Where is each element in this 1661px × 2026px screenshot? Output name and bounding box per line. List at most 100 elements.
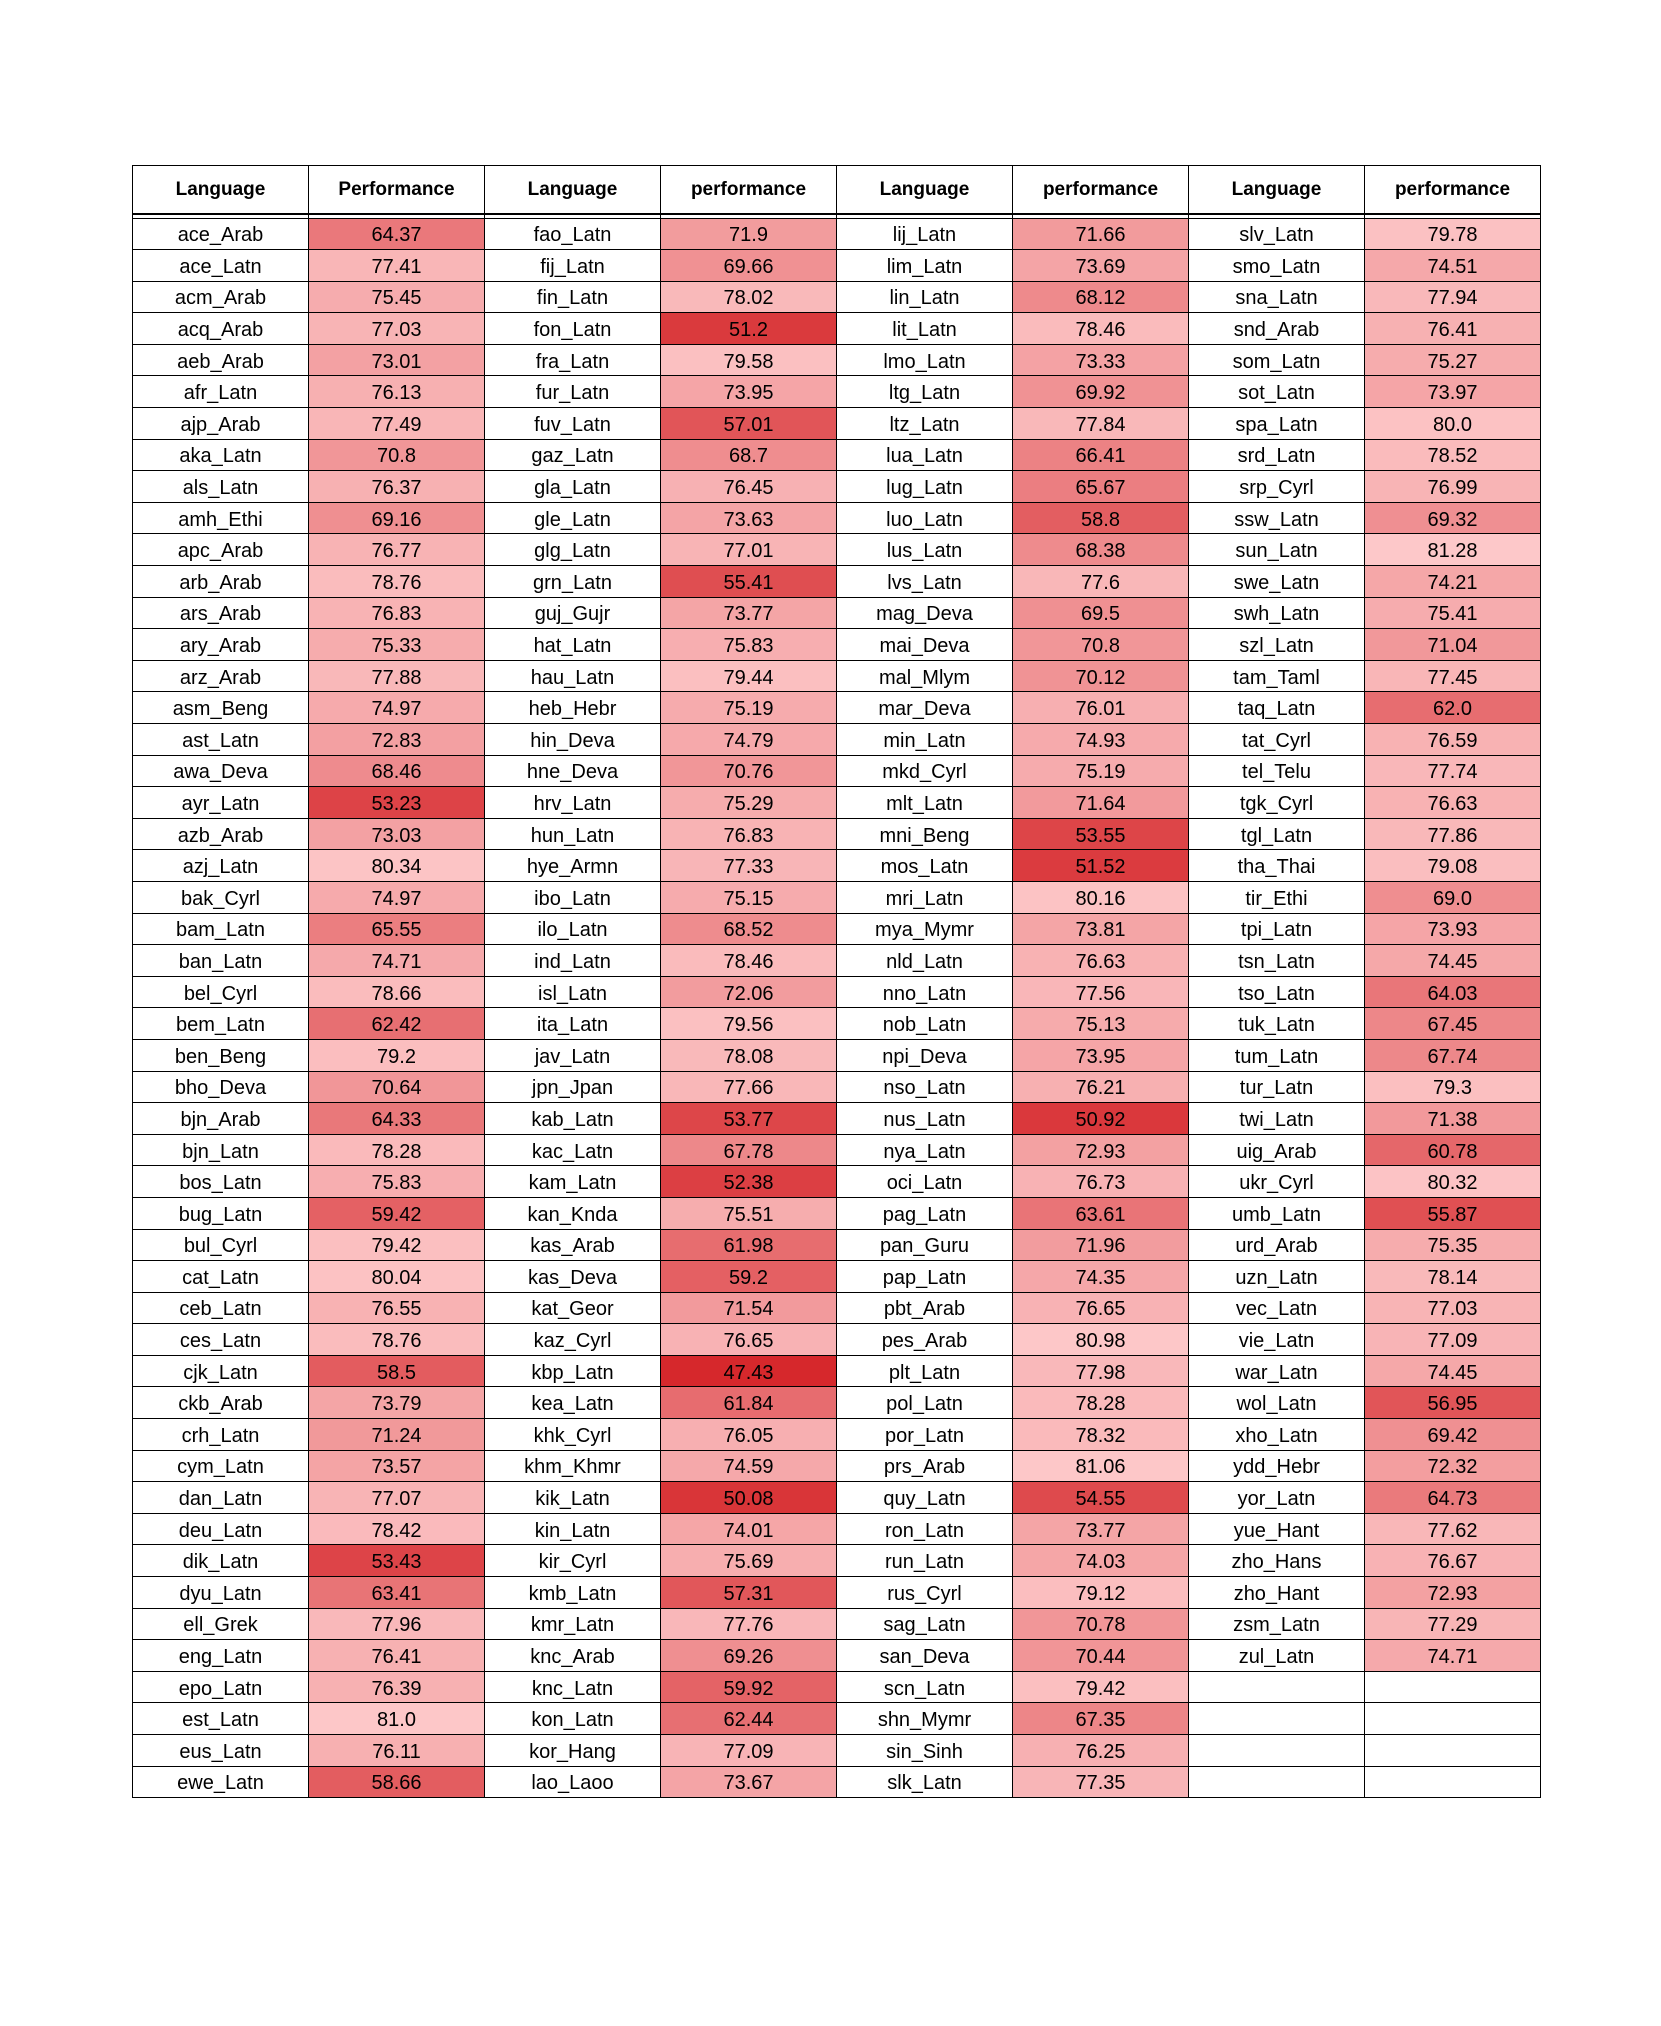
table-row: cat_Latn 80.04 kas_Deva 59.2 pap_Latn 74.35 uz…	[132, 1260, 1541, 1293]
performance-cell: 77.07	[308, 1481, 485, 1514]
table-row: ben_Beng 79.2 jav_Latn 78.08 npi_Deva 73.95 tu…	[132, 1038, 1541, 1072]
performance-cell: 53.77	[660, 1102, 837, 1135]
language-cell: tpi_Latn	[1188, 912, 1365, 946]
performance-cell: 76.83	[308, 596, 485, 630]
language-cell: ckb_Arab	[132, 1386, 309, 1420]
language-cell: nld_Latn	[836, 944, 1013, 977]
language-cell: knc_Arab	[484, 1639, 661, 1672]
performance-cell: 78.28	[1012, 1386, 1189, 1420]
language-cell: sot_Latn	[1188, 375, 1365, 409]
language-cell: hun_Latn	[484, 817, 661, 851]
table-row: ajp_Arab 77.49 fuv_Latn 57.01 ltz_Latn 77.84 s…	[132, 407, 1541, 440]
language-cell: acq_Arab	[132, 312, 309, 345]
language-cell: twi_Latn	[1188, 1102, 1365, 1135]
performance-cell: 76.59	[1364, 723, 1541, 756]
performance-cell: 80.98	[1012, 1323, 1189, 1356]
performance-cell: 51.2	[660, 312, 837, 345]
header-language-4: Language	[1188, 165, 1365, 215]
performance-cell: 70.76	[660, 754, 837, 788]
language-cell: tsn_Latn	[1188, 944, 1365, 977]
performance-cell: 74.59	[660, 1449, 837, 1483]
language-cell: mal_Mlym	[836, 659, 1013, 693]
language-cell: spa_Latn	[1188, 407, 1365, 440]
table-row: bos_Latn 75.83 kam_Latn 52.38 oci_Latn 76.73 u…	[132, 1165, 1541, 1198]
performance-cell: 73.63	[660, 501, 837, 535]
performance-cell: 77.03	[308, 312, 485, 345]
performance-cell: 69.32	[1364, 501, 1541, 535]
performance-cell: 75.15	[660, 880, 837, 914]
language-cell: ibo_Latn	[484, 880, 661, 914]
performance-cell: 78.32	[1012, 1418, 1189, 1451]
language-cell: bjn_Arab	[132, 1102, 309, 1135]
language-cell: quy_Latn	[836, 1481, 1013, 1514]
performance-cell: 74.71	[1364, 1639, 1541, 1672]
language-cell: ace_Arab	[132, 217, 309, 251]
language-cell: mlt_Latn	[836, 786, 1013, 819]
performance-cell: 76.77	[308, 533, 485, 567]
language-cell: kas_Deva	[484, 1260, 661, 1293]
language-cell: sin_Sinh	[836, 1734, 1013, 1767]
language-cell: zho_Hans	[1188, 1544, 1365, 1578]
language-cell: deu_Latn	[132, 1512, 309, 1546]
language-cell: kik_Latn	[484, 1481, 661, 1514]
language-cell: gle_Latn	[484, 501, 661, 535]
language-cell: lus_Latn	[836, 533, 1013, 567]
language-cell: nya_Latn	[836, 1133, 1013, 1167]
language-cell: san_Deva	[836, 1639, 1013, 1672]
performance-cell: 75.45	[308, 280, 485, 314]
performance-cell: 78.14	[1364, 1260, 1541, 1293]
performance-cell: 65.67	[1012, 470, 1189, 503]
performance-cell: 75.33	[308, 628, 485, 661]
performance-cell: 76.37	[308, 470, 485, 503]
table-row: arb_Arab 78.76 grn_Latn 55.41 lvs_Latn 77.6 sw…	[132, 565, 1541, 598]
table-body: ace_Arab 64.37 fao_Latn 71.9 lij_Latn 71.66 sl…	[132, 214, 1541, 1799]
performance-cell: 76.99	[1364, 470, 1541, 503]
performance-cell: 81.06	[1012, 1449, 1189, 1483]
language-cell: fij_Latn	[484, 249, 661, 282]
language-cell: sna_Latn	[1188, 280, 1365, 314]
language-cell: ind_Latn	[484, 944, 661, 977]
language-cell: mai_Deva	[836, 628, 1013, 661]
language-cell: grn_Latn	[484, 565, 661, 598]
performance-cell: 80.32	[1364, 1165, 1541, 1198]
performance-cell: 78.76	[308, 1323, 485, 1356]
performance-cell: 77.49	[308, 407, 485, 440]
performance-cell: 58.8	[1012, 501, 1189, 535]
language-cell: lit_Latn	[836, 312, 1013, 345]
performance-cell: 61.84	[660, 1386, 837, 1420]
language-cell: snd_Arab	[1188, 312, 1365, 345]
table-row: ars_Arab 76.83 guj_Gujr 73.77 mag_Deva 69.5 sw…	[132, 596, 1541, 630]
performance-cell: 70.78	[1012, 1607, 1189, 1641]
language-cell: aka_Latn	[132, 438, 309, 472]
language-cell: slv_Latn	[1188, 217, 1365, 251]
language-cell: kac_Latn	[484, 1133, 661, 1167]
performance-cell: 67.74	[1364, 1038, 1541, 1072]
table-row: est_Latn 81.0 kon_Latn 62.44 shn_Mymr 67.35	[132, 1702, 1541, 1735]
language-cell: cjk_Latn	[132, 1354, 309, 1388]
performance-cell: 50.08	[660, 1481, 837, 1514]
language-cell: pag_Latn	[836, 1196, 1013, 1230]
performance-cell: 77.41	[308, 249, 485, 282]
performance-cell: 79.56	[660, 1007, 837, 1040]
language-cell: asm_Beng	[132, 691, 309, 724]
table-row: dan_Latn 77.07 kik_Latn 50.08 quy_Latn 54.55 y…	[132, 1481, 1541, 1514]
table-row: dik_Latn 53.43 kir_Cyrl 75.69 run_Latn 74.03 z…	[132, 1544, 1541, 1578]
language-cell: mar_Deva	[836, 691, 1013, 724]
table-row: eus_Latn 76.11 kor_Hang 77.09 sin_Sinh 76.25	[132, 1734, 1541, 1767]
language-cell: por_Latn	[836, 1418, 1013, 1451]
performance-table: Language Performance Language performanc…	[132, 165, 1541, 1799]
performance-cell: 78.46	[660, 944, 837, 977]
language-cell: lmo_Latn	[836, 343, 1013, 377]
performance-cell: 68.46	[308, 754, 485, 788]
empty-cell	[1364, 1702, 1541, 1735]
language-cell: nso_Latn	[836, 1070, 1013, 1104]
language-cell: kaz_Cyrl	[484, 1323, 661, 1356]
performance-cell: 76.21	[1012, 1070, 1189, 1104]
language-cell: bak_Cyrl	[132, 880, 309, 914]
language-cell: vec_Latn	[1188, 1291, 1365, 1325]
header-language-1: Language	[132, 165, 309, 215]
performance-cell: 50.92	[1012, 1102, 1189, 1135]
performance-cell: 73.77	[660, 596, 837, 630]
language-cell: pan_Guru	[836, 1228, 1013, 1262]
performance-cell: 77.01	[660, 533, 837, 567]
